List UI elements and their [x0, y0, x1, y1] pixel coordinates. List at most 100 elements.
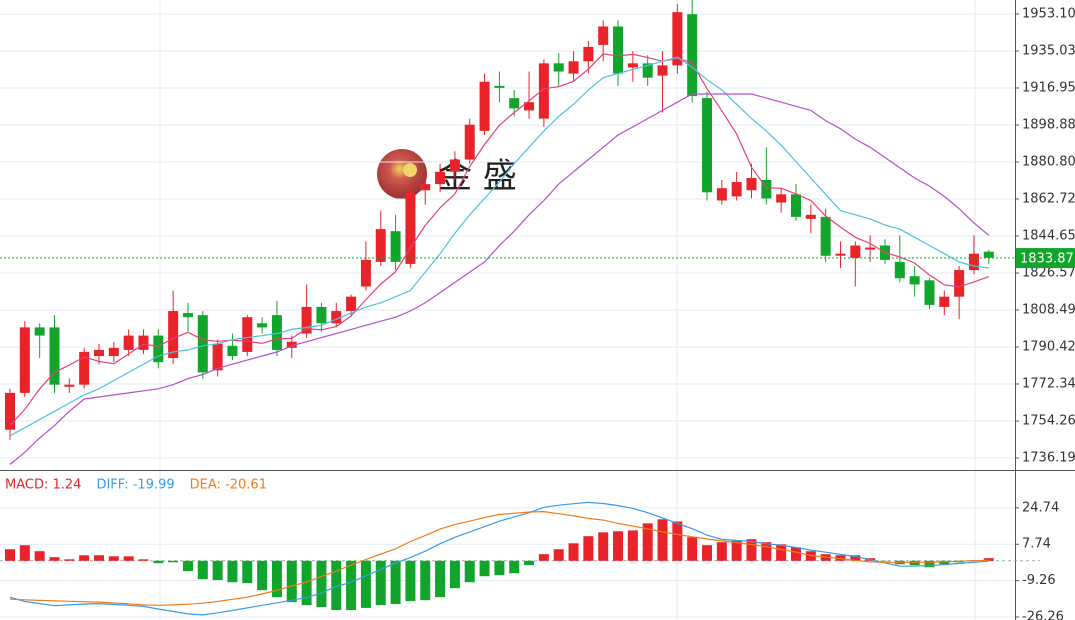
candle-body	[805, 214, 816, 219]
macd-bar	[19, 545, 30, 561]
candle-body	[553, 63, 564, 72]
candle-body	[182, 313, 193, 318]
candle-body	[939, 296, 950, 307]
candle-body	[702, 98, 713, 193]
macd-bar	[524, 560, 535, 566]
candle-body	[64, 384, 75, 387]
candle-body	[49, 327, 60, 385]
y-tick-label: 1916.95	[1022, 80, 1075, 95]
candle-body	[435, 171, 446, 185]
candle-body	[746, 177, 757, 191]
candle-body	[346, 296, 357, 312]
y-tick-label: 1880.80	[1022, 154, 1075, 169]
y-tick-label: 1862.72	[1022, 192, 1075, 207]
macd-bar	[598, 532, 609, 561]
candle-body	[672, 12, 683, 66]
legend-entry: DIFF: -19.99	[96, 478, 174, 493]
macd-line	[9, 501, 989, 616]
macd-bar	[613, 531, 624, 561]
watermark: 金 盛	[377, 149, 517, 199]
macd-bar	[79, 555, 90, 561]
y-tick-label: 1754.26	[1022, 414, 1075, 429]
y-tick-label: 1844.65	[1022, 228, 1075, 243]
candle-body	[909, 276, 920, 285]
candle-body	[583, 46, 594, 62]
candle-body	[776, 194, 787, 203]
macd-bar	[212, 560, 223, 581]
macd-bar	[479, 560, 490, 577]
legend-entry: DEA: -20.61	[190, 478, 267, 493]
y-tick-label: 1826.57	[1022, 266, 1075, 281]
y-tick-label: 24.74	[1022, 500, 1059, 515]
macd-bar	[494, 560, 505, 576]
macd-bar	[271, 560, 282, 598]
candle-body	[168, 311, 179, 359]
macd-bar	[790, 547, 801, 561]
macd-bar	[509, 560, 520, 574]
macd-bar	[346, 560, 357, 611]
candle-body	[835, 253, 846, 256]
y-tick-label: 1790.42	[1022, 339, 1075, 354]
ma-line	[9, 53, 990, 427]
macd-bar	[672, 521, 683, 561]
y-tick-label: -26.26	[1022, 610, 1064, 620]
macd-bar	[761, 542, 772, 561]
macd-bar	[420, 560, 431, 601]
macd-bar	[983, 558, 994, 561]
candle-body	[657, 65, 668, 76]
candle-body	[568, 61, 579, 74]
macd-bar	[227, 560, 238, 583]
candle-body	[153, 335, 164, 363]
candle-body	[865, 247, 876, 250]
y-tick-label: 1808.49	[1022, 303, 1075, 318]
y-tick-label: 1772.34	[1022, 377, 1075, 392]
macd-bar	[642, 523, 653, 561]
macd-bar	[627, 530, 638, 561]
macd-bar	[835, 555, 846, 561]
candle-body	[494, 85, 505, 88]
macd-bar	[123, 556, 134, 561]
macd-bar	[746, 539, 757, 561]
macd-bar	[301, 560, 312, 606]
candle-body	[212, 343, 223, 371]
y-tick-label: -9.26	[1022, 573, 1056, 588]
candle-body	[894, 261, 905, 279]
macd-line	[9, 510, 989, 606]
candle-body	[257, 323, 268, 328]
candle-body	[34, 327, 45, 336]
last-price-label: 1833.87	[1020, 252, 1074, 267]
macd-bar	[286, 560, 297, 603]
macd-bar	[108, 556, 119, 561]
candle-body	[613, 26, 624, 74]
candle-body	[375, 229, 386, 262]
macd-bar	[405, 560, 416, 602]
macd-bar	[583, 536, 594, 561]
candle-body	[449, 159, 460, 172]
candle-body	[479, 81, 490, 131]
candle-body	[790, 194, 801, 217]
candle-body	[123, 335, 134, 350]
candle-body	[138, 335, 149, 350]
macd-bar	[153, 560, 164, 564]
logo	[377, 149, 427, 199]
candle-body	[716, 188, 727, 201]
macd-bar	[909, 560, 920, 566]
logo-dot	[403, 163, 417, 177]
macd-bar	[49, 557, 60, 561]
candle-body	[331, 311, 342, 324]
candle-body	[108, 347, 119, 357]
candle-body	[286, 341, 297, 348]
macd-bar	[538, 554, 549, 561]
macd-bar	[435, 560, 446, 598]
candle-body	[524, 102, 535, 111]
y-tick-label: 1898.88	[1022, 117, 1075, 132]
macd-bar	[449, 560, 460, 589]
macd-bar	[5, 549, 15, 561]
macd-bar	[375, 560, 386, 606]
macd-bar	[360, 560, 371, 608]
candle-body	[968, 253, 979, 271]
y-tick-label: 1736.19	[1022, 451, 1075, 466]
candle-body	[509, 98, 520, 109]
macd-bar	[316, 560, 327, 608]
